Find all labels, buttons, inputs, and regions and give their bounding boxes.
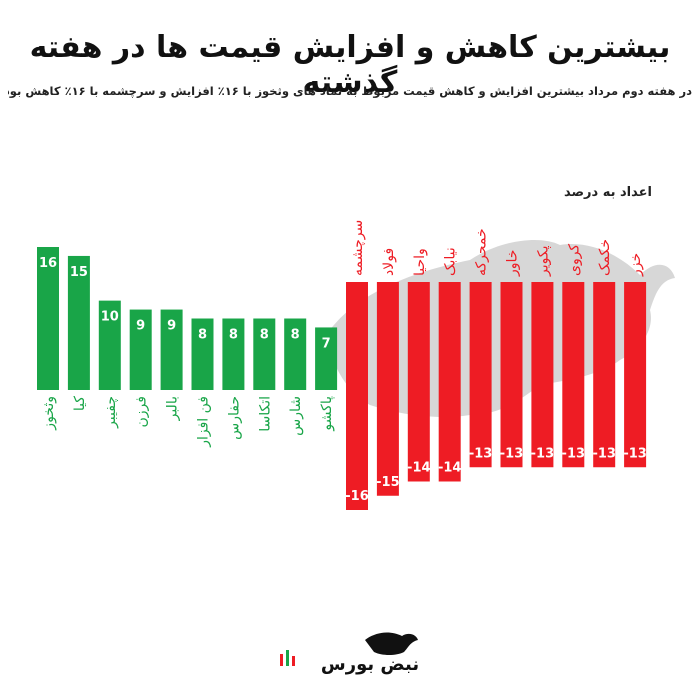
chart-subtitle: در هفته دوم مرداد بیشترین افزایش و کاهش …	[8, 84, 692, 98]
bar-15	[469, 282, 492, 468]
category-label-16: خاور	[505, 250, 521, 277]
bar-7	[222, 318, 245, 390]
category-label-18: کروی	[566, 244, 582, 276]
category-label-19: خکمک	[597, 239, 613, 276]
bar-8	[253, 318, 276, 390]
value-label-15: -13	[469, 446, 493, 461]
value-labels-group: 16 15 10 9 9 8 8 8 8 7 -16 -15 -14 -14 -13 -13 -13 -13 -13…	[39, 256, 647, 504]
category-label-2: کیا	[72, 396, 88, 411]
category-label-4: فرزن	[134, 396, 150, 427]
category-label-12: فولاد	[381, 248, 397, 276]
brand-logo: نبض بورس	[280, 632, 419, 675]
bar-11	[346, 282, 368, 510]
category-label-9: شارس	[288, 396, 304, 436]
category-label-10: پاکشو	[319, 396, 335, 432]
category-label-15: خمحرکه	[474, 228, 490, 276]
value-label-2: 15	[70, 265, 88, 280]
value-label-5: 9	[167, 319, 176, 334]
category-label-1: وثخوز	[41, 396, 57, 431]
category-label-5: بالبر	[165, 396, 181, 421]
value-label-16: -13	[500, 446, 524, 461]
value-label-7: 8	[229, 328, 238, 343]
category-label-17: پکویر	[535, 245, 551, 277]
value-label-1: 16	[39, 256, 57, 271]
value-label-20: -13	[623, 446, 647, 461]
bar-6	[191, 318, 214, 390]
bar-2	[67, 255, 90, 390]
category-label-8: اتکاسا	[257, 396, 273, 432]
category-label-3: چفیبر	[103, 396, 119, 429]
category-label-13: واحیا	[412, 248, 428, 276]
value-label-8: 8	[260, 328, 269, 343]
chart-title: بیشترین کاهش و افزایش قیمت ها در هفته گذ…	[29, 30, 671, 100]
value-label-10: 7	[322, 336, 331, 351]
bar-13	[407, 282, 430, 482]
value-label-14: -14	[438, 461, 462, 476]
bar-chart: وثخوز کیا چفیبر فرزن بالبر فن افزار حفارس اتکاس…	[37, 220, 675, 510]
category-label-6: فن افزار	[196, 396, 212, 448]
bar-10	[315, 327, 338, 390]
value-label-13: -14	[407, 461, 431, 476]
value-label-6: 8	[198, 328, 207, 343]
bull-logo-icon	[365, 632, 418, 655]
category-label-20: خزر	[628, 253, 644, 277]
value-label-11: -16	[345, 489, 369, 504]
bar-9	[284, 318, 307, 390]
category-labels-group: وثخوز کیا چفیبر فرزن بالبر فن افزار حفارس اتکاس…	[41, 220, 644, 448]
value-label-4: 9	[136, 319, 145, 334]
bar-18	[562, 282, 585, 468]
category-label-11: سرچشمه	[350, 220, 366, 276]
bar-12	[376, 282, 399, 496]
value-label-9: 8	[291, 328, 300, 343]
bar-4	[129, 309, 152, 390]
value-label-17: -13	[531, 446, 555, 461]
value-label-18: -13	[562, 446, 586, 461]
unit-label: اعداد به درصد	[563, 185, 652, 200]
value-label-19: -13	[592, 446, 616, 461]
bars-group	[37, 247, 647, 510]
category-label-14: نیابک	[443, 247, 459, 276]
brand-name: نبض بورس	[321, 654, 419, 675]
bar-16	[500, 282, 523, 468]
bar-14	[438, 282, 461, 482]
value-label-3: 10	[101, 310, 119, 325]
bar-3	[98, 300, 121, 390]
bar-19	[593, 282, 616, 468]
bar-20	[624, 282, 647, 468]
value-label-12: -15	[376, 475, 400, 490]
category-label-7: حفارس	[226, 396, 242, 440]
bar-5	[160, 309, 183, 390]
bar-17	[531, 282, 554, 468]
bar-1	[37, 247, 59, 390]
